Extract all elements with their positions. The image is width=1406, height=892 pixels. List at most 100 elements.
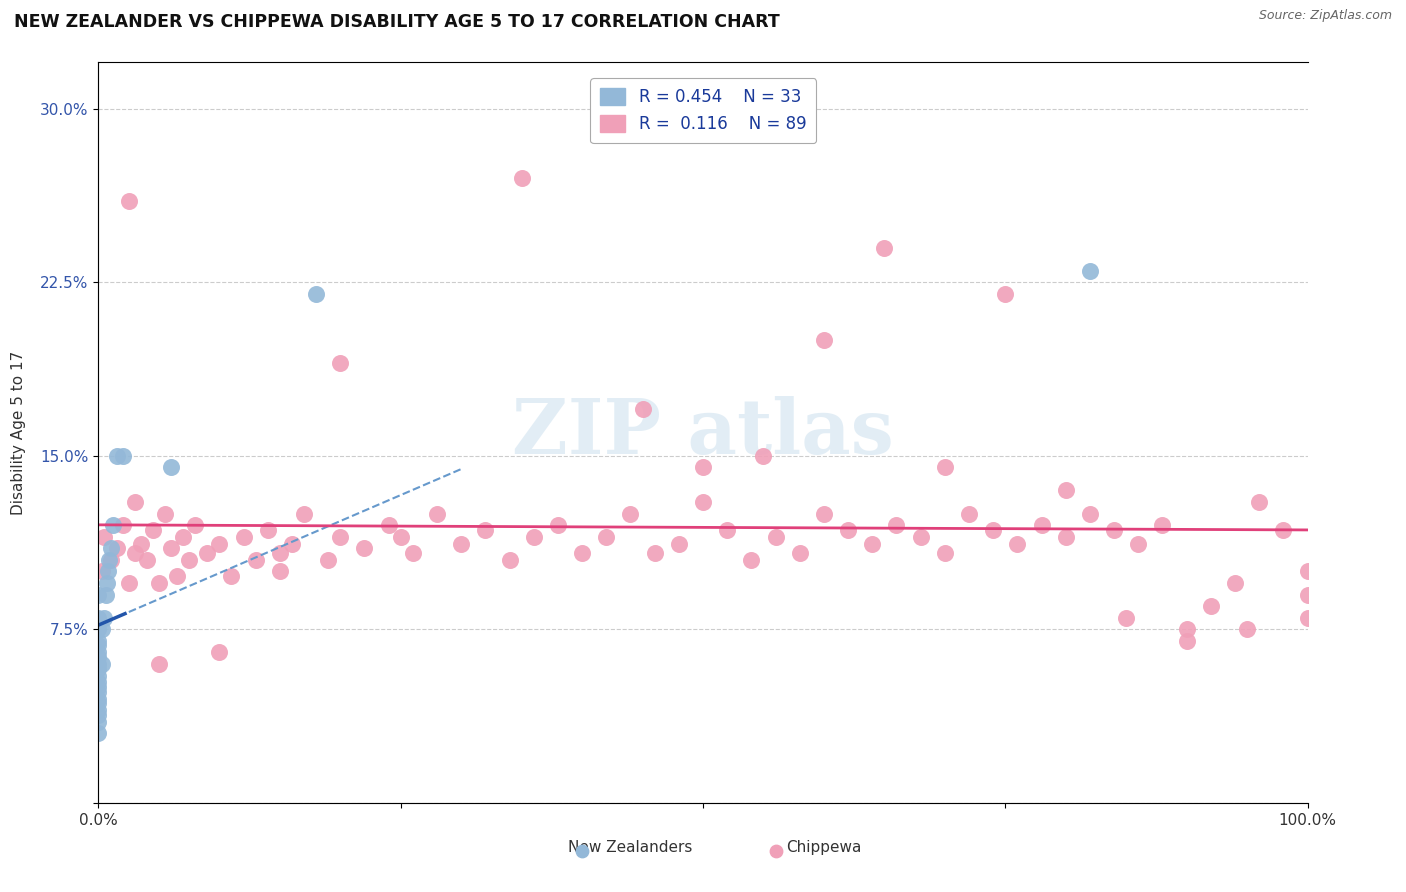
Chippewa xyxy=(281,536,304,550)
Chippewa xyxy=(153,507,176,521)
Chippewa xyxy=(148,657,170,671)
Chippewa xyxy=(631,402,654,417)
New Zealanders xyxy=(87,662,110,676)
Chippewa xyxy=(474,523,496,537)
Chippewa xyxy=(789,546,811,560)
Chippewa xyxy=(668,536,690,550)
Chippewa xyxy=(118,194,141,209)
Chippewa xyxy=(402,546,425,560)
Chippewa xyxy=(221,569,243,583)
New Zealanders xyxy=(1078,263,1101,277)
New Zealanders xyxy=(87,685,110,699)
Chippewa xyxy=(135,553,157,567)
New Zealanders xyxy=(87,639,110,653)
New Zealanders xyxy=(98,553,121,567)
Chippewa xyxy=(269,565,291,579)
Chippewa xyxy=(208,645,231,659)
Chippewa xyxy=(93,530,115,544)
Chippewa xyxy=(860,536,883,550)
Chippewa xyxy=(195,546,218,560)
Chippewa xyxy=(981,523,1004,537)
Chippewa xyxy=(644,546,666,560)
Chippewa xyxy=(1223,576,1246,591)
Chippewa xyxy=(256,523,278,537)
Chippewa xyxy=(957,507,980,521)
Chippewa xyxy=(245,553,267,567)
Chippewa xyxy=(873,240,896,255)
Chippewa xyxy=(523,530,546,544)
Chippewa xyxy=(1078,507,1101,521)
Text: Chippewa: Chippewa xyxy=(786,839,862,855)
Chippewa xyxy=(426,507,449,521)
Chippewa xyxy=(329,530,352,544)
New Zealanders xyxy=(87,675,110,690)
Chippewa xyxy=(994,286,1017,301)
Chippewa xyxy=(124,495,146,509)
Chippewa xyxy=(166,569,188,583)
New Zealanders xyxy=(111,449,134,463)
Chippewa xyxy=(1249,495,1271,509)
New Zealanders xyxy=(87,645,110,659)
New Zealanders xyxy=(87,703,110,717)
Chippewa xyxy=(619,507,641,521)
Chippewa xyxy=(172,530,194,544)
Y-axis label: Disability Age 5 to 17: Disability Age 5 to 17 xyxy=(11,351,27,515)
New Zealanders xyxy=(91,622,114,636)
New Zealanders xyxy=(87,588,110,602)
Chippewa xyxy=(692,495,714,509)
Chippewa xyxy=(1054,483,1077,498)
Chippewa xyxy=(1236,622,1258,636)
Chippewa xyxy=(450,536,472,550)
Chippewa xyxy=(91,565,114,579)
New Zealanders xyxy=(93,610,115,624)
Chippewa xyxy=(129,536,152,550)
Chippewa xyxy=(389,530,412,544)
Chippewa xyxy=(208,536,231,550)
New Zealanders xyxy=(87,668,110,682)
Chippewa xyxy=(160,541,183,556)
Chippewa xyxy=(1272,523,1295,537)
Chippewa xyxy=(510,171,533,186)
Chippewa xyxy=(1199,599,1222,614)
Chippewa xyxy=(1115,610,1137,624)
Chippewa xyxy=(813,333,835,347)
Chippewa xyxy=(813,507,835,521)
Chippewa xyxy=(111,518,134,533)
Chippewa xyxy=(353,541,375,556)
New Zealanders xyxy=(87,707,110,722)
Chippewa xyxy=(1296,588,1319,602)
Chippewa xyxy=(765,530,787,544)
New Zealanders xyxy=(96,576,118,591)
Chippewa xyxy=(1054,530,1077,544)
Chippewa xyxy=(910,530,932,544)
Chippewa xyxy=(124,546,146,560)
Chippewa xyxy=(886,518,908,533)
Text: ZIP atlas: ZIP atlas xyxy=(512,396,894,469)
Chippewa xyxy=(547,518,569,533)
New Zealanders xyxy=(91,657,114,671)
Chippewa xyxy=(269,546,291,560)
New Zealanders xyxy=(94,588,117,602)
New Zealanders xyxy=(100,541,122,556)
New Zealanders xyxy=(87,691,110,706)
Chippewa xyxy=(1296,610,1319,624)
Chippewa xyxy=(1128,536,1150,550)
New Zealanders xyxy=(87,680,110,694)
Chippewa xyxy=(498,553,520,567)
New Zealanders xyxy=(87,610,110,624)
Chippewa xyxy=(837,523,859,537)
Chippewa xyxy=(934,460,956,475)
Chippewa xyxy=(1175,622,1198,636)
Chippewa xyxy=(100,553,122,567)
Chippewa xyxy=(329,356,352,370)
New Zealanders xyxy=(87,657,110,671)
Legend: R = 0.454    N = 33, R =  0.116    N = 89: R = 0.454 N = 33, R = 0.116 N = 89 xyxy=(591,78,817,143)
Chippewa xyxy=(1031,518,1053,533)
Chippewa xyxy=(179,553,201,567)
New Zealanders xyxy=(87,650,110,665)
Chippewa xyxy=(595,530,617,544)
Chippewa xyxy=(142,523,165,537)
Chippewa xyxy=(692,460,714,475)
Text: NEW ZEALANDER VS CHIPPEWA DISABILITY AGE 5 TO 17 CORRELATION CHART: NEW ZEALANDER VS CHIPPEWA DISABILITY AGE… xyxy=(14,13,780,31)
New Zealanders xyxy=(87,622,110,636)
